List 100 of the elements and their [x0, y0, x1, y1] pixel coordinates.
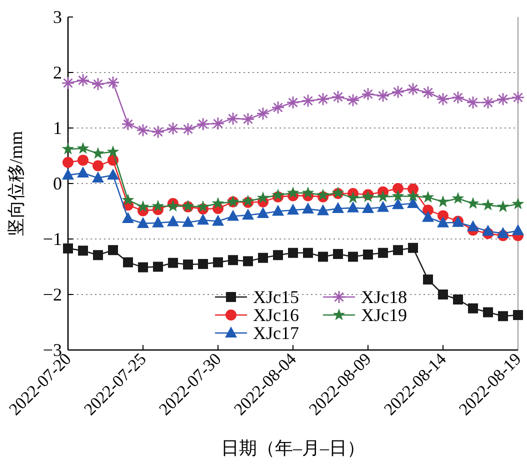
point: [136, 124, 150, 137]
point: [212, 214, 224, 226]
point: [376, 190, 390, 202]
point: [406, 190, 420, 202]
point: [361, 87, 375, 101]
point: [286, 186, 300, 198]
point: [137, 216, 149, 228]
point: [243, 256, 253, 266]
point: [168, 258, 178, 268]
point: [408, 184, 418, 195]
point: [302, 186, 314, 198]
point: [318, 252, 328, 262]
point: [167, 215, 179, 226]
point: [466, 196, 480, 209]
y-tick-label: −1: [42, 229, 62, 249]
point: [153, 262, 163, 272]
point: [316, 92, 330, 106]
point: [198, 258, 208, 269]
point: [92, 171, 104, 182]
point: [91, 77, 105, 91]
point: [346, 191, 360, 204]
point: [242, 208, 254, 220]
point: [512, 198, 524, 210]
x-axis-title: 日期（年–月–日）: [221, 438, 365, 458]
point: [196, 200, 210, 212]
point: [392, 182, 404, 194]
point: [78, 246, 88, 256]
point: [106, 76, 120, 90]
point: [212, 196, 224, 209]
point: [481, 96, 495, 110]
point: [92, 147, 104, 159]
point: [468, 303, 478, 314]
point: [122, 194, 134, 206]
point: [213, 257, 223, 268]
point: [513, 310, 523, 320]
point: [348, 252, 358, 262]
point: [466, 96, 480, 110]
point: [451, 90, 465, 104]
point: [483, 307, 493, 318]
point: [62, 156, 74, 168]
point: [436, 195, 450, 208]
point: [301, 94, 315, 108]
point: [496, 92, 510, 106]
point: [363, 250, 373, 260]
point: [228, 255, 238, 266]
point: [436, 92, 450, 106]
point: [272, 204, 284, 216]
legend-label: XJc17: [253, 323, 299, 343]
point: [347, 201, 359, 212]
point: [511, 90, 525, 104]
point: [377, 200, 389, 212]
y-tick-label: 0: [53, 174, 62, 194]
point: [438, 290, 448, 300]
point: [272, 188, 284, 200]
point: [108, 245, 118, 256]
point: [497, 226, 509, 238]
y-tick-label: 1: [53, 118, 62, 138]
point: [63, 243, 73, 254]
point: [378, 248, 388, 258]
point: [226, 112, 240, 126]
point: [376, 89, 390, 103]
legend-label: XJc15: [253, 287, 299, 307]
point: [498, 311, 508, 322]
point: [303, 248, 313, 258]
point: [183, 260, 193, 270]
y-axis-title: 竖向位移/mm: [6, 130, 26, 236]
point: [62, 142, 74, 154]
point: [61, 76, 75, 90]
point: [92, 160, 104, 172]
point: [406, 82, 420, 96]
point: [107, 168, 119, 180]
point: [76, 142, 90, 154]
point: [482, 198, 494, 210]
point: [62, 168, 74, 180]
point: [393, 245, 403, 256]
point: [287, 204, 299, 215]
point: [408, 242, 418, 253]
point: [121, 117, 135, 131]
point: [452, 192, 464, 204]
point: [302, 202, 314, 214]
point: [437, 216, 449, 228]
point: [211, 116, 225, 130]
point: [273, 250, 283, 260]
y-tick-label: 3: [53, 7, 62, 27]
point: [123, 257, 133, 268]
point: [93, 250, 103, 260]
point: [138, 262, 148, 272]
point: [181, 122, 195, 136]
legend-label: XJc19: [361, 305, 407, 325]
point: [316, 188, 330, 200]
point: [421, 86, 435, 100]
point: [333, 248, 343, 259]
point: [257, 206, 269, 218]
point: [196, 117, 210, 131]
point: [76, 74, 90, 87]
point: [166, 122, 180, 136]
point: [78, 154, 88, 166]
point: [106, 145, 120, 158]
point: [453, 294, 463, 304]
legend-label: XJc18: [361, 287, 407, 307]
